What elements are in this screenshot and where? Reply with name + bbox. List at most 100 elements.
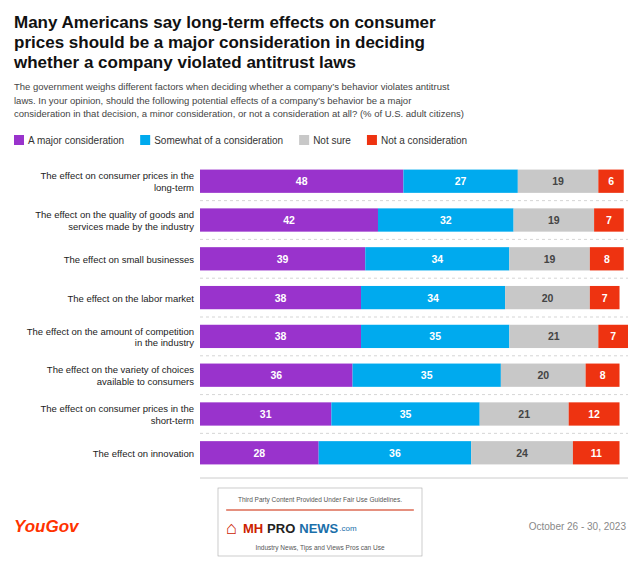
row-separator (200, 394, 628, 395)
category-label: The effect on innovation (93, 447, 194, 458)
data-label: 28 (253, 447, 265, 459)
category-label: The effect on small businesses (64, 253, 195, 264)
category-label-line: The effect on the variety of choices (47, 364, 194, 375)
bar-segment (319, 441, 472, 464)
data-label: 34 (431, 253, 443, 265)
category-label: The effect on the labor market (67, 292, 194, 303)
data-label: 38 (275, 292, 287, 304)
category-label-line: available to consumers (97, 375, 194, 386)
data-label: 38 (275, 330, 287, 342)
bar-segment (200, 247, 365, 270)
bar-segment (200, 441, 319, 464)
bar-segment (471, 441, 573, 464)
bar-segment (573, 441, 620, 464)
legend-label: Somewhat of a consideration (154, 135, 283, 146)
bar-segment (403, 170, 517, 193)
watermark-tagline: Industry News, Tips and Views Pros can U… (255, 544, 385, 552)
bar-segment (200, 170, 403, 193)
bar-segment (353, 364, 501, 387)
data-label: 39 (277, 253, 289, 265)
watermark-news: NEWS (299, 521, 338, 536)
data-label: 7 (606, 214, 612, 226)
bar-segment (514, 208, 595, 231)
data-label: 19 (548, 214, 560, 226)
subtitle-line: The government weighs different factors … (14, 81, 450, 92)
legend-label: Not a consideration (381, 135, 467, 146)
bar-segment (200, 364, 353, 387)
category-label: The effect on consumer prices in thelong… (41, 170, 195, 193)
row-separator (200, 200, 628, 201)
data-label: 20 (537, 369, 549, 381)
bar-segment (590, 247, 624, 270)
watermark-note: Third Party Content Provided Under Fair … (238, 496, 402, 504)
bar-segment (200, 286, 361, 309)
category-label-line: services made by the industry (68, 220, 194, 231)
row-separator (200, 317, 628, 318)
bar-segment (200, 208, 378, 231)
category-label: The effect on the amount of competitioni… (27, 325, 194, 348)
row-separator (200, 433, 628, 434)
category-label: The effect on the variety of choicesavai… (47, 364, 194, 387)
data-label: 19 (544, 253, 556, 265)
category-labels: The effect on consumer prices in the long… (27, 170, 195, 458)
legend-swatch (140, 135, 150, 145)
watermark-rule (226, 509, 414, 510)
category-label-line: The effect on consumer prices in the (41, 403, 195, 414)
data-label: 12 (588, 408, 600, 420)
row-separator (200, 355, 628, 356)
data-label: 36 (270, 369, 282, 381)
row-separator (200, 278, 628, 279)
subtitle-line: laws. In your opinion, should the follow… (14, 95, 411, 106)
category-label: The effect on consumer prices in theshor… (41, 403, 195, 426)
legend-label: A major consideration (28, 135, 124, 146)
subtitle: The government weighs different factors … (14, 81, 464, 119)
data-label: 31 (260, 408, 272, 420)
bar-segment (480, 402, 569, 425)
bar-segment (569, 402, 620, 425)
background (0, 0, 640, 563)
category-label-line: The effect on the amount of competition (27, 325, 194, 336)
bar-segment (598, 325, 628, 348)
bar-segment (509, 325, 598, 348)
data-label: 19 (552, 175, 564, 187)
category-label: The effect on the quality of goods andse… (35, 209, 194, 232)
watermark-mh: MH (243, 521, 263, 536)
bar-segment (365, 247, 509, 270)
data-label: 32 (440, 214, 452, 226)
title-line: Many Americans say long-term effects on … (14, 13, 436, 32)
data-label: 42 (283, 214, 295, 226)
watermark: Third Party Content Provided Under Fair … (218, 488, 422, 556)
data-label: 35 (421, 369, 433, 381)
bar-segment (200, 325, 361, 348)
watermark-pro: PRO (267, 521, 295, 536)
x-axis-line (200, 478, 628, 479)
data-label: 27 (455, 175, 467, 187)
bar-segment (200, 402, 331, 425)
data-label: 11 (591, 447, 602, 459)
data-label: 7 (602, 292, 608, 304)
data-label: 35 (429, 330, 441, 342)
category-label-line: The effect on small businesses (64, 253, 195, 264)
data-label: 21 (548, 330, 560, 342)
bar-segment (590, 286, 620, 309)
bars (200, 170, 628, 465)
bar-segment (505, 286, 590, 309)
title-line: whether a company violated antitrust law… (13, 53, 356, 72)
data-label: 8 (604, 253, 610, 265)
bar-segment (598, 170, 623, 193)
title: Many Americans say long-term effects on … (13, 13, 436, 72)
bar-segment (361, 325, 509, 348)
bar-segment (501, 364, 586, 387)
category-label-line: in the industry (135, 337, 194, 348)
bar-segment (594, 208, 624, 231)
legend: A major consideration Somewhat of a consi… (14, 135, 467, 146)
data-labels: 4827196423219739341983834207383521736352… (253, 175, 616, 459)
watermark-box (218, 488, 422, 556)
bar-segment (361, 286, 505, 309)
data-label: 21 (518, 408, 530, 420)
data-label: 8 (600, 369, 606, 381)
legend-swatch (299, 135, 309, 145)
bar-segment (378, 208, 514, 231)
category-label-line: long-term (154, 181, 194, 192)
title-line: prices should be a major consideration i… (14, 33, 425, 52)
